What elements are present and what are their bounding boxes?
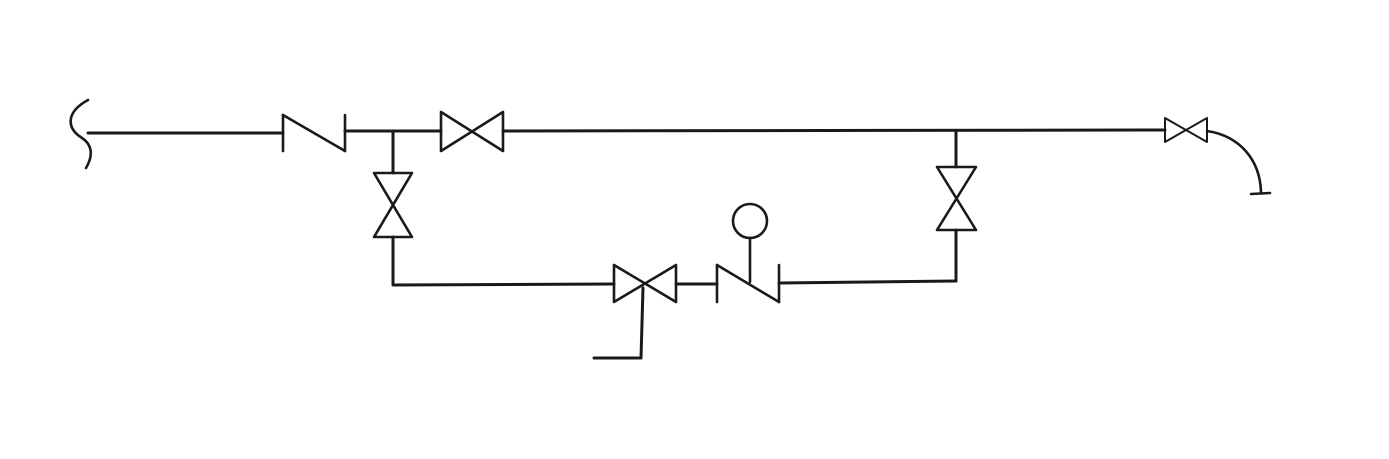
- check-valve-icon: [715, 263, 781, 304]
- end-cap-icon: [1249, 191, 1272, 196]
- bypass-pipe-left: [391, 282, 616, 287]
- gate-valve-icon: [935, 165, 978, 232]
- check-valve-icon: [281, 113, 347, 153]
- gate-valve-icon: [1164, 117, 1208, 143]
- outlet-elbow-pipe: [1205, 129, 1263, 194]
- bypass-pipe-right: [777, 279, 958, 285]
- gauge-icon: [731, 202, 769, 240]
- main-pipe-long: [501, 128, 1167, 133]
- gate-valve-icon: [612, 263, 678, 304]
- gate-valve-icon: [439, 110, 505, 153]
- drain-line-icon: [592, 286, 645, 360]
- wavy-break-icon: [69, 98, 93, 170]
- gate-valve-icon: [372, 171, 414, 239]
